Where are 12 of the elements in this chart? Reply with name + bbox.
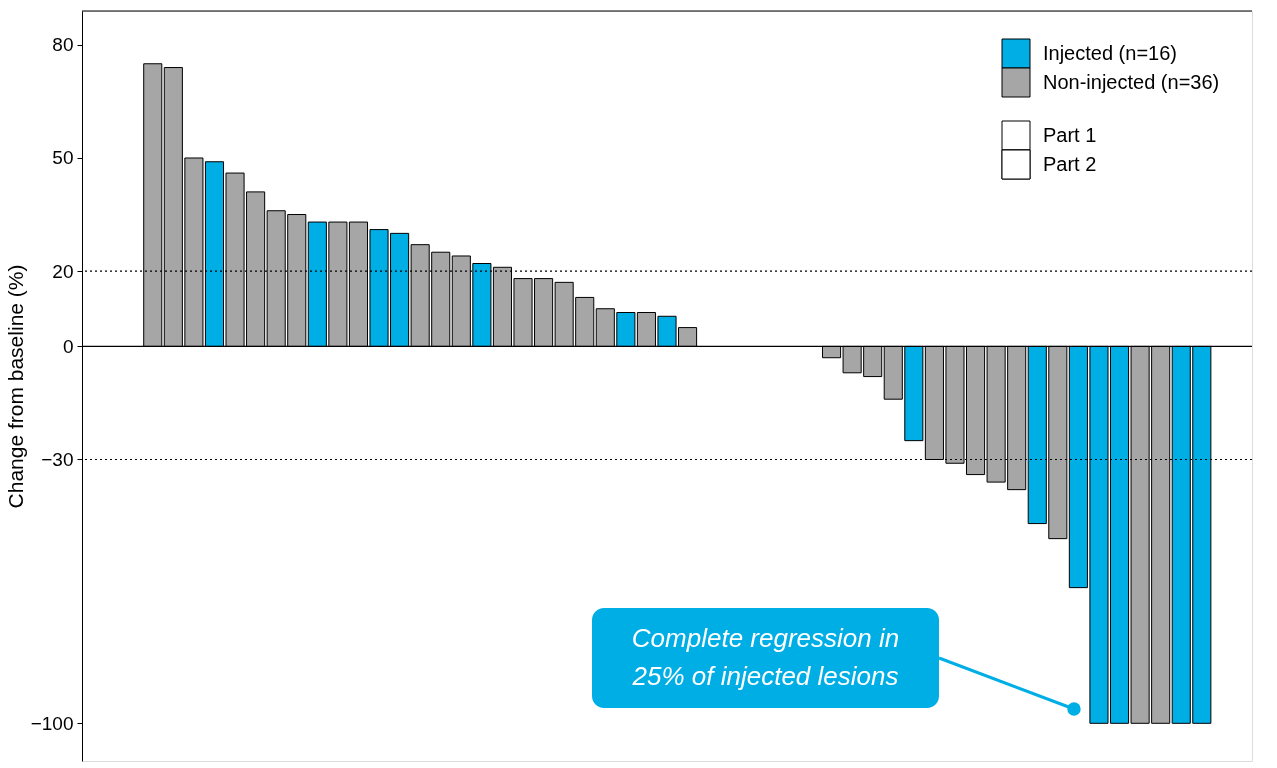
y-tick-label: −100 <box>30 712 74 734</box>
y-tick-label: 0 <box>62 335 74 357</box>
annotation: Complete regression in 25% of injected lesions <box>631 623 900 691</box>
y-axis-title: Change from baseline (%) <box>3 264 27 509</box>
annotation: Part 1 <box>1043 124 1097 146</box>
legend-label: Injected (n=16) <box>1043 42 1177 64</box>
y-tick-label: 50 <box>52 147 74 169</box>
legend-label: Non-injected (n=36) <box>1043 71 1220 93</box>
y-tick-label: 20 <box>52 260 74 282</box>
annotation: Part 2 <box>1043 153 1097 175</box>
y-tick-label: −30 <box>41 448 74 470</box>
y-tick-label: 80 <box>52 34 74 56</box>
